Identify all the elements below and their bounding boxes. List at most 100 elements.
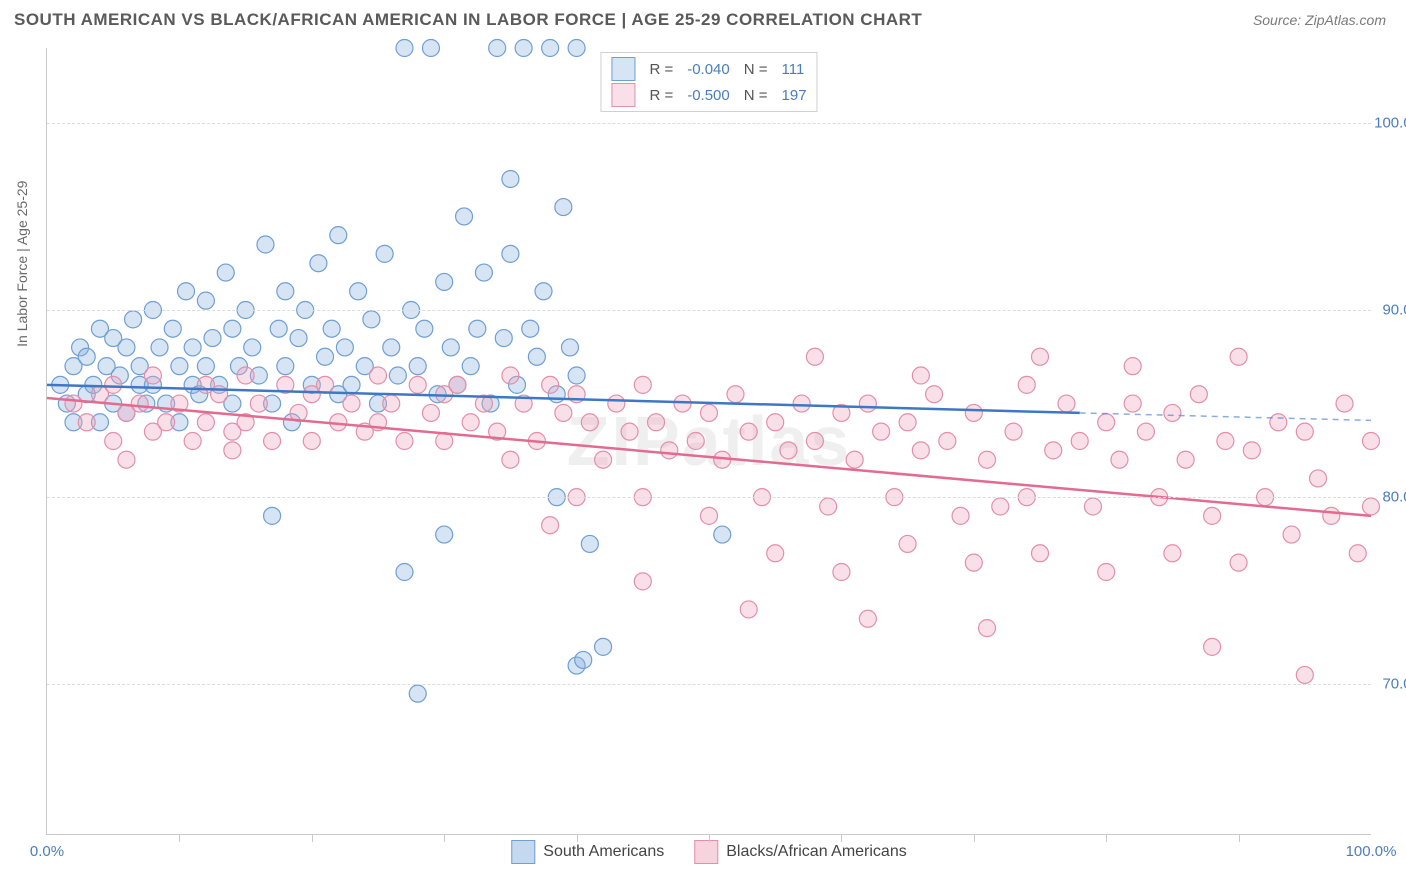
data-point [979, 451, 996, 468]
data-point [1190, 386, 1207, 403]
data-point [820, 498, 837, 515]
data-point [899, 535, 916, 552]
chart-title: SOUTH AMERICAN VS BLACK/AFRICAN AMERICAN… [14, 10, 922, 30]
data-point [343, 376, 360, 393]
data-point [701, 404, 718, 421]
x-tick-label: 100.0% [1346, 843, 1397, 860]
data-point [740, 423, 757, 440]
data-point [317, 348, 334, 365]
data-point [1098, 414, 1115, 431]
data-point [250, 395, 267, 412]
data-point [687, 433, 704, 450]
data-point [767, 545, 784, 562]
data-point [568, 40, 585, 57]
scatter-svg [47, 48, 1371, 834]
x-minor-tick [974, 834, 975, 842]
data-point [118, 339, 135, 356]
data-point [449, 376, 466, 393]
data-point [1230, 554, 1247, 571]
y-tick-label: 80.0% [1382, 489, 1406, 506]
data-point [926, 386, 943, 403]
data-point [376, 245, 393, 262]
data-point [979, 620, 996, 637]
data-point [740, 601, 757, 618]
data-point [561, 339, 578, 356]
r-value-2: -0.500 [687, 87, 730, 104]
data-point [475, 264, 492, 281]
data-point [648, 414, 665, 431]
data-point [899, 414, 916, 431]
data-point [462, 358, 479, 375]
data-point [422, 40, 439, 57]
data-point [1363, 433, 1380, 450]
legend-item-2: Blacks/African Americans [694, 840, 907, 864]
data-point [350, 283, 367, 300]
data-point [158, 414, 175, 431]
r-label: R = [649, 87, 673, 104]
data-point [1310, 470, 1327, 487]
data-point [317, 376, 334, 393]
data-point [1124, 358, 1141, 375]
chart-plot-area: ZIPatlas R = -0.040 N = 111 R = -0.500 N… [46, 48, 1371, 835]
data-point [575, 651, 592, 668]
data-point [264, 433, 281, 450]
data-point [456, 208, 473, 225]
grid-line [47, 123, 1371, 124]
data-point [436, 526, 453, 543]
data-point [1111, 451, 1128, 468]
data-point [542, 517, 559, 534]
data-point [1032, 545, 1049, 562]
data-point [409, 376, 426, 393]
data-point [502, 171, 519, 188]
data-point [118, 451, 135, 468]
data-point [409, 685, 426, 702]
data-point [277, 283, 294, 300]
data-point [1058, 395, 1075, 412]
data-point [204, 330, 221, 347]
data-point [224, 320, 241, 337]
n-label: N = [744, 61, 768, 78]
data-point [581, 535, 598, 552]
trend-line-extrapolated [1080, 413, 1371, 420]
data-point [1230, 348, 1247, 365]
data-point [184, 339, 201, 356]
data-point [1270, 414, 1287, 431]
data-point [780, 442, 797, 459]
data-point [1283, 526, 1300, 543]
data-point [714, 526, 731, 543]
data-point [555, 404, 572, 421]
data-point [197, 414, 214, 431]
data-point [939, 433, 956, 450]
data-point [462, 414, 479, 431]
data-point [422, 404, 439, 421]
data-point [1177, 451, 1194, 468]
data-point [1323, 507, 1340, 524]
data-point [78, 348, 95, 365]
data-point [224, 442, 241, 459]
data-point [363, 311, 380, 328]
data-point [1098, 564, 1115, 581]
data-point [806, 433, 823, 450]
y-tick-label: 70.0% [1382, 676, 1406, 693]
data-point [330, 227, 347, 244]
data-point [65, 395, 82, 412]
x-tick-label: 0.0% [30, 843, 64, 860]
data-point [522, 320, 539, 337]
grid-line [47, 497, 1371, 498]
y-tick-label: 100.0% [1374, 114, 1406, 131]
data-point [1071, 433, 1088, 450]
data-point [595, 451, 612, 468]
data-point [965, 404, 982, 421]
data-point [581, 414, 598, 431]
correlation-row-1: R = -0.040 N = 111 [611, 57, 806, 81]
data-point [608, 395, 625, 412]
correlation-row-2: R = -0.500 N = 197 [611, 83, 806, 107]
legend-label-1: South Americans [543, 843, 664, 861]
data-point [416, 320, 433, 337]
data-point [528, 348, 545, 365]
data-point [151, 339, 168, 356]
data-point [912, 367, 929, 384]
swatch-blue [611, 57, 635, 81]
data-point [442, 339, 459, 356]
data-point [806, 348, 823, 365]
